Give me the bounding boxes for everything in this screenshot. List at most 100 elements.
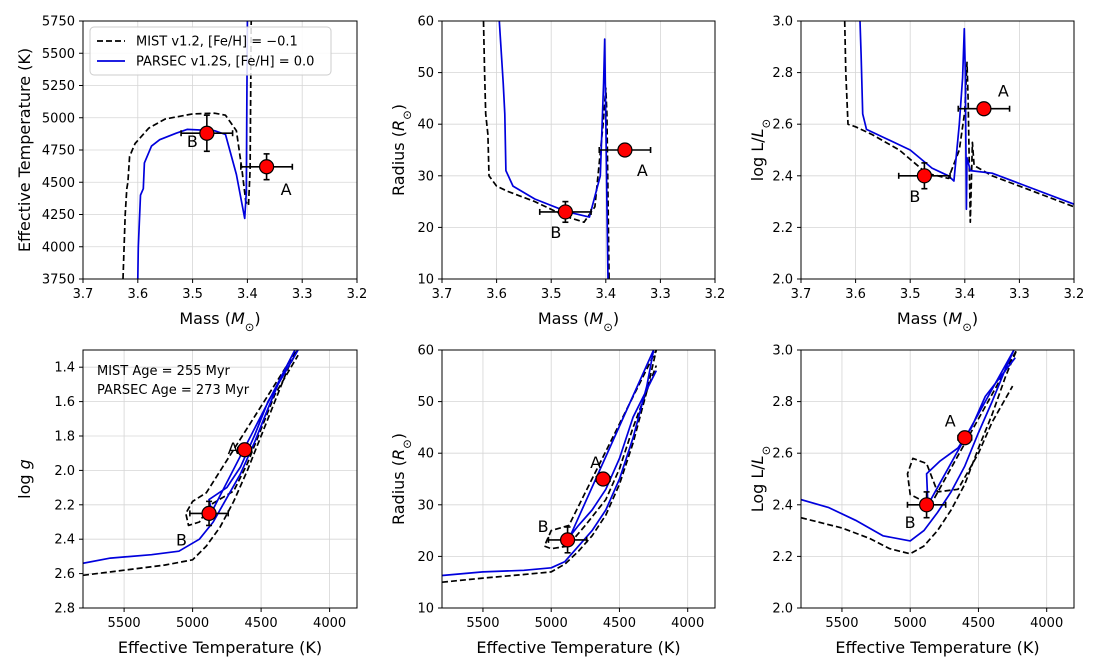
axes-frame [800, 349, 1075, 609]
star-label-A: A [945, 412, 956, 431]
y-tick-label: 1.6 [54, 395, 75, 410]
y-tick-label: 5250 [42, 79, 75, 94]
panel-p2: A B 3.7 3.6 3.5 3.4 3.3 3.2 10 20 30 40 50 60 Mass (M⊙… [389, 15, 725, 335]
star-label-A: A [998, 82, 1009, 101]
y-tick-label: 10 [417, 273, 434, 288]
y-tick-label: 60 [417, 15, 434, 30]
star-label-A: A [637, 161, 648, 180]
y-tick-label: 20 [417, 221, 434, 236]
parsec-isochrone-line [801, 350, 1016, 542]
y-tick-label: 2.6 [772, 118, 793, 133]
y-tick-label: 3.0 [772, 15, 793, 30]
star-label-B: B [550, 223, 561, 242]
star-marker-A [957, 430, 973, 446]
star-label-B: B [176, 530, 187, 549]
y-tick-label: 2.6 [54, 567, 75, 582]
y-axis-label: Log L/L⊙ [748, 446, 773, 513]
x-tick-label: 3.3 [292, 287, 313, 302]
star-marker-A [258, 159, 275, 175]
axes-frame [800, 20, 1075, 280]
star-marker-B [916, 168, 932, 184]
y-axis-label: Effective Temperature (K) [15, 48, 34, 252]
x-tick-label: 3.4 [237, 287, 258, 302]
mist-isochrone-line [122, 21, 253, 279]
y-tick-label: 2.4 [772, 498, 793, 513]
star-A: A [228, 439, 253, 458]
x-tick-label: 3.3 [1009, 287, 1030, 302]
y-axis-label: log g [15, 459, 34, 499]
legend-mist-label: MIST v1.2, [Fe/H] = −0.1 [136, 35, 298, 50]
y-tick-label: 4750 [42, 144, 75, 159]
x-tick-label: 3.7 [73, 287, 94, 302]
panel-p1: A B 3.7 3.6 3.5 3.4 3.3 3.2 3750 4000 4250 4500 4750… [15, 15, 367, 335]
x-axis-label: Mass (M⊙) [179, 309, 260, 334]
legend-parsec-label: PARSEC v1.2S, [Fe/H] = 0.0 [136, 55, 314, 70]
x-axis-label: Mass (M⊙) [897, 309, 978, 334]
x-tick-label: 5500 [466, 616, 499, 631]
x-tick-label: 3.2 [1064, 287, 1085, 302]
star-marker-A [595, 471, 611, 487]
star-A: A [590, 453, 611, 487]
y-tick-label: 2.2 [54, 498, 75, 513]
star-marker-B [557, 204, 573, 220]
y-axis-label: Radius (R⊙) [389, 433, 414, 525]
x-tick-label: 5000 [535, 616, 568, 631]
y-tick-label: 2.0 [54, 464, 75, 479]
y-tick-label: 4500 [42, 176, 75, 191]
y-tick-label: 1.8 [54, 430, 75, 445]
x-tick-label: 3.6 [845, 287, 866, 302]
y-tick-label: 4250 [42, 208, 75, 223]
y-tick-label: 40 [417, 118, 434, 133]
y-tick-label: 20 [417, 550, 434, 565]
x-tick-label: 3.6 [486, 287, 507, 302]
star-label-B: B [538, 517, 549, 536]
x-tick-label: 5000 [894, 616, 927, 631]
star-B: B [538, 517, 588, 554]
y-tick-label: 2.4 [54, 533, 75, 548]
star-B: B [176, 500, 230, 549]
y-tick-label: 30 [417, 498, 434, 513]
y-tick-label: 5750 [42, 15, 75, 30]
star-marker-B [199, 125, 215, 141]
star-marker-B [201, 505, 217, 522]
y-tick-label: 2.8 [772, 395, 793, 410]
star-B: B [538, 200, 592, 242]
x-tick-label: 5500 [108, 616, 141, 631]
y-tick-label: 60 [417, 344, 434, 359]
legend: MIST v1.2, [Fe/H] = −0.1 PARSEC v1.2S, [F… [89, 26, 332, 76]
x-tick-label: 3.5 [182, 287, 203, 302]
x-tick-label: 4000 [1030, 616, 1063, 631]
series-group [801, 350, 1018, 555]
y-tick-label: 3.0 [772, 344, 793, 359]
star-marker-B [559, 532, 576, 548]
parsec-age-label: PARSEC Age = 273 Myr [97, 383, 250, 398]
y-tick-label: 2.0 [772, 602, 793, 617]
mist-isochrone-line [801, 350, 1018, 555]
x-tick-label: 3.3 [650, 287, 671, 302]
star-label-A: A [281, 180, 292, 199]
panel-p6: A B 5500 5000 4500 4000 2.0 2.2 2.4 2.6 2.8 3.0 Effe… [748, 344, 1075, 657]
y-tick-label: 2.0 [772, 273, 793, 288]
axes-frame [441, 349, 716, 609]
y-tick-label: 40 [417, 447, 434, 462]
mist-isochrone-line [442, 350, 658, 584]
star-B: B [905, 491, 947, 532]
x-tick-label: 3.4 [954, 287, 975, 302]
star-A: A [945, 412, 973, 446]
x-tick-label: 3.5 [900, 287, 921, 302]
y-tick-label: 2.2 [772, 550, 793, 565]
x-tick-label: 4500 [962, 616, 995, 631]
star-label-B: B [187, 132, 198, 151]
x-tick-label: 3.5 [541, 287, 562, 302]
y-tick-label: 10 [417, 602, 434, 617]
y-tick-label: 2.4 [772, 169, 793, 184]
x-axis-label: Effective Temperature (K) [476, 638, 680, 657]
x-tick-label: 3.6 [127, 287, 148, 302]
star-label-A: A [590, 453, 601, 472]
x-tick-label: 3.7 [791, 287, 812, 302]
axes-frame [441, 20, 716, 280]
panel-p5: A B 5500 5000 4500 4000 10 20 30 40 50 60 Effective … [389, 344, 716, 657]
series-group [843, 21, 1074, 224]
x-tick-label: 5500 [825, 616, 858, 631]
series-group [442, 350, 658, 584]
